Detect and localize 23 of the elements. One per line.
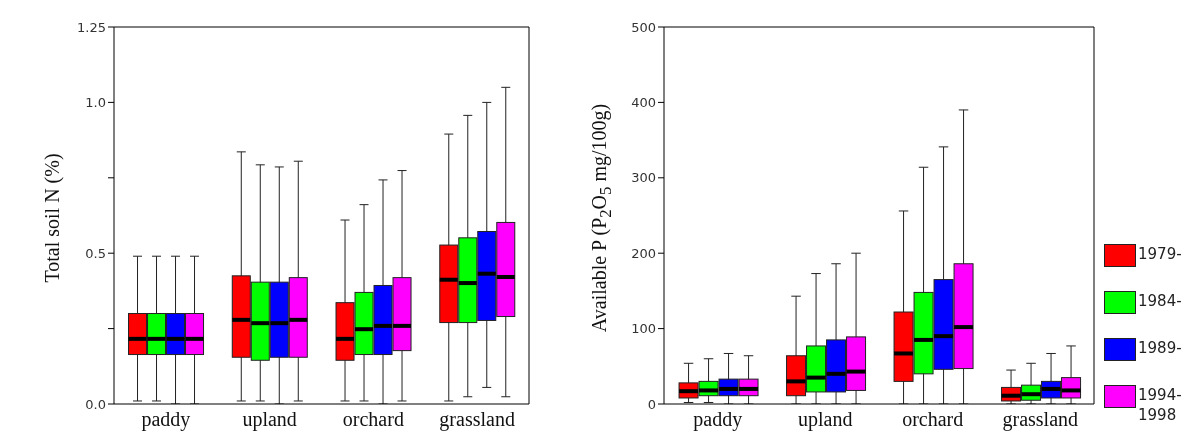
x-tick-label: orchard <box>902 408 964 431</box>
x-tick-label: orchard <box>342 408 404 431</box>
x-tick-label: upland <box>798 408 853 432</box>
y-tick-label: 0.5 <box>85 245 106 261</box>
y-axis-title: Total soil N (%) <box>40 153 64 283</box>
y-tick-label: 0 <box>647 396 656 412</box>
y-tick-label: 500 <box>631 19 656 35</box>
legend-label: 1989- <box>1138 338 1182 358</box>
x-tick-label: upland <box>242 408 297 432</box>
legend-label: 1979- <box>1138 244 1182 264</box>
y-tick-label: 1.25 <box>77 19 106 35</box>
y-tick-label: 400 <box>631 95 656 111</box>
y-tick-label: 100 <box>631 321 656 337</box>
x-tick-label: grassland <box>439 408 515 432</box>
x-tick-label: grassland <box>1002 408 1079 432</box>
x-tick-label: paddy <box>141 408 191 432</box>
y-tick-label: 0.0 <box>85 396 106 412</box>
legend-label: 1984- <box>1138 291 1182 311</box>
y-tick-label: 1.0 <box>85 95 106 111</box>
legend-label: 1994-1998 <box>1138 385 1182 425</box>
y-tick-label: 200 <box>631 245 656 261</box>
x-tick-label: paddy <box>693 408 743 432</box>
y-tick-label: 300 <box>631 170 656 186</box>
